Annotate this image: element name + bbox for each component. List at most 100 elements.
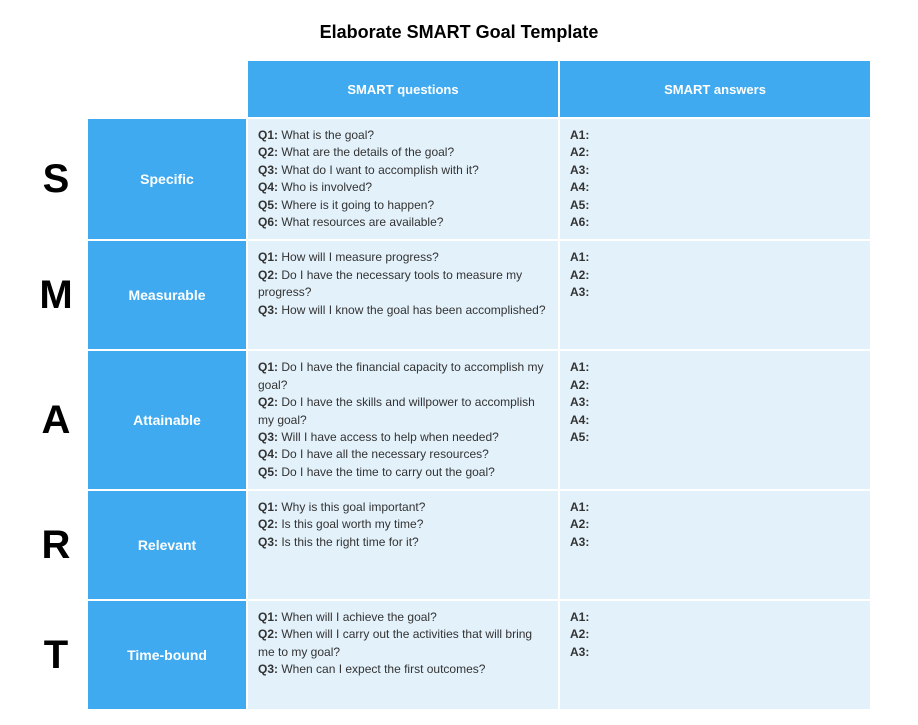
question-line: Q2: Do I have the necessary tools to mea… [258,267,548,302]
page-title: Elaborate SMART Goal Template [16,22,902,43]
col-header-answers: SMART answers [560,61,870,117]
question-line: Q3: Is this the right time for it? [258,534,548,551]
question-line: Q2: Do I have the skills and willpower t… [258,394,548,429]
questions-cell-a: Q1: Do I have the financial capacity to … [248,351,558,489]
answer-line: A6: [570,214,860,231]
row-header-attainable: Attainable [88,351,246,489]
question-tag: Q3: [258,535,278,549]
question-tag: Q4: [258,447,278,461]
row-header-time-bound: Time-bound [88,601,246,709]
answers-cell-s[interactable]: A1: A2: A3: A4: A5: A6: [560,119,870,239]
question-tag: Q3: [258,430,278,444]
answer-line: A3: [570,644,860,661]
question-tag: Q3: [258,303,278,317]
question-tag: Q1: [258,128,278,142]
question-line: Q2: What are the details of the goal? [258,144,548,161]
question-text: Where is it going to happen? [278,198,434,212]
question-line: Q3: How will I know the goal has been ac… [258,302,548,319]
header-blank-2 [88,61,246,117]
letter-r: R [26,491,86,599]
answer-tag: A2: [570,145,589,159]
question-tag: Q5: [258,198,278,212]
question-tag: Q2: [258,395,278,409]
question-text: What do I want to accomplish with it? [278,163,479,177]
answer-tag: A3: [570,645,589,659]
question-line: Q1: How will I measure progress? [258,249,548,266]
question-line: Q2: When will I carry out the activities… [258,626,548,661]
question-text: Who is involved? [278,180,372,194]
answer-line: A1: [570,499,860,516]
question-tag: Q4: [258,180,278,194]
question-line: Q4: Who is involved? [258,179,548,196]
answer-tag: A5: [570,198,589,212]
question-tag: Q6: [258,215,278,229]
questions-cell-t: Q1: When will I achieve the goal?Q2: Whe… [248,601,558,709]
answer-tag: A2: [570,517,589,531]
question-text: When will I achieve the goal? [278,610,437,624]
question-line: Q1: Do I have the financial capacity to … [258,359,548,394]
answer-tag: A3: [570,395,589,409]
answer-line: A1: [570,359,860,376]
answer-line: A1: [570,249,860,266]
answer-line: A5: [570,429,860,446]
question-line: Q1: When will I achieve the goal? [258,609,548,626]
row-header-relevant: Relevant [88,491,246,599]
question-text: What is the goal? [278,128,374,142]
answer-tag: A4: [570,180,589,194]
answers-cell-m[interactable]: A1: A2:A3: [560,241,870,349]
smart-table: SMART questions SMART answers SSpecificQ… [26,61,902,709]
question-tag: Q2: [258,627,278,641]
question-text: Do I have the financial capacity to acco… [258,360,543,391]
question-tag: Q1: [258,250,278,264]
answers-cell-t[interactable]: A1: A2: A3: [560,601,870,709]
question-text: Do I have all the necessary resources? [278,447,489,461]
answer-line: A1: [570,127,860,144]
answer-line: A2: [570,516,860,533]
question-tag: Q5: [258,465,278,479]
answer-tag: A1: [570,250,589,264]
question-line: Q4: Do I have all the necessary resource… [258,446,548,463]
letter-m: M [26,241,86,349]
questions-cell-m: Q1: How will I measure progress?Q2: Do I… [248,241,558,349]
answer-tag: A1: [570,360,589,374]
answer-line: A3: [570,394,860,411]
answer-line: A2: [570,267,860,284]
question-tag: Q1: [258,360,278,374]
question-line: Q2: Is this goal worth my time? [258,516,548,533]
answer-line: A2: [570,144,860,161]
question-line: Q5: Do I have the time to carry out the … [258,464,548,481]
answer-tag: A6: [570,215,589,229]
answer-tag: A3: [570,163,589,177]
answer-tag: A2: [570,627,589,641]
answers-cell-a[interactable]: A1: A2:A3: A4: A5: [560,351,870,489]
row-header-measurable: Measurable [88,241,246,349]
question-text: How will I measure progress? [278,250,439,264]
question-text: What are the details of the goal? [278,145,454,159]
answer-tag: A1: [570,128,589,142]
question-line: Q5: Where is it going to happen? [258,197,548,214]
row-header-specific: Specific [88,119,246,239]
answer-line: A5: [570,197,860,214]
question-tag: Q1: [258,610,278,624]
answer-line: A3: [570,534,860,551]
question-tag: Q2: [258,145,278,159]
question-tag: Q3: [258,163,278,177]
answer-line: A3: [570,284,860,301]
question-tag: Q1: [258,500,278,514]
question-line: Q6: What resources are available? [258,214,548,231]
answer-tag: A5: [570,430,589,444]
answer-line: A2: [570,377,860,394]
question-text: Is this goal worth my time? [278,517,423,531]
answer-line: A1: [570,609,860,626]
answer-tag: A3: [570,285,589,299]
question-line: Q3: Will I have access to help when need… [258,429,548,446]
question-line: Q1: Why is this goal important? [258,499,548,516]
answer-tag: A1: [570,610,589,624]
questions-cell-r: Q1: Why is this goal important?Q2: Is th… [248,491,558,599]
answer-tag: A4: [570,413,589,427]
answer-tag: A1: [570,500,589,514]
header-blank-1 [26,61,86,117]
answers-cell-r[interactable]: A1: A2: A3: [560,491,870,599]
question-text: When will I carry out the activities tha… [258,627,532,658]
question-text: What resources are available? [278,215,443,229]
